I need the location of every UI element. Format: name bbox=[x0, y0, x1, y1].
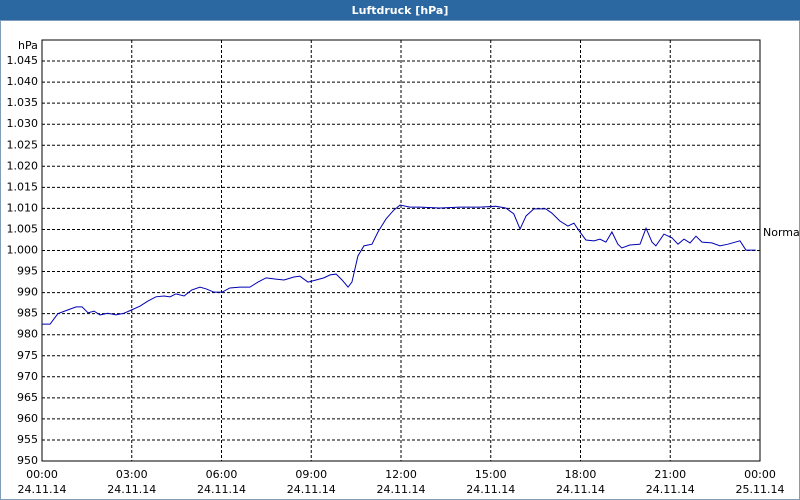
x-tick-label: 12:00 bbox=[385, 468, 417, 481]
x-tick-label: 00:00 bbox=[744, 468, 776, 481]
y-tick-label: 960 bbox=[17, 412, 38, 425]
y-tick-label: 995 bbox=[17, 265, 38, 278]
x-tick-date: 24.11.14 bbox=[18, 483, 67, 496]
title-bar bbox=[0, 0, 800, 20]
y-tick-label: 965 bbox=[17, 391, 38, 404]
y-tick-label: 955 bbox=[17, 433, 38, 446]
y-tick-label: 1.040 bbox=[7, 75, 39, 88]
y-tick-label: 985 bbox=[17, 307, 38, 320]
y-tick-label: 1.015 bbox=[7, 180, 39, 193]
y-tick-label: 1.010 bbox=[7, 201, 39, 214]
x-tick-label: 00:00 bbox=[26, 468, 58, 481]
data-line bbox=[42, 204, 756, 325]
x-tick-label: 21:00 bbox=[654, 468, 686, 481]
x-tick-date: 24.11.14 bbox=[556, 483, 605, 496]
y-unit: hPa bbox=[18, 39, 38, 52]
y-tick-label: 1.020 bbox=[7, 159, 39, 172]
x-tick-date: 24.11.14 bbox=[377, 483, 426, 496]
x-tick-date: 24.11.14 bbox=[197, 483, 246, 496]
y-tick-label: 1.005 bbox=[7, 222, 39, 235]
y-tick-label: 950 bbox=[17, 454, 38, 467]
x-tick-label: 15:00 bbox=[475, 468, 507, 481]
annotation: Normal bbox=[763, 226, 800, 239]
x-tick-date: 24.11.14 bbox=[107, 483, 156, 496]
x-tick-label: 03:00 bbox=[116, 468, 148, 481]
y-tick-label: 1.045 bbox=[7, 54, 39, 67]
x-tick-date: 25.11.14 bbox=[736, 483, 785, 496]
x-tick-label: 18:00 bbox=[565, 468, 597, 481]
y-tick-label: 975 bbox=[17, 349, 38, 362]
x-tick-date: 24.11.14 bbox=[646, 483, 695, 496]
y-tick-label: 1.035 bbox=[7, 96, 39, 109]
y-tick-label: 970 bbox=[17, 370, 38, 383]
chart-title: Luftdruck [hPa] bbox=[352, 4, 449, 17]
x-tick-date: 24.11.14 bbox=[466, 483, 515, 496]
x-tick-date: 24.11.14 bbox=[287, 483, 336, 496]
y-tick-label: 1.030 bbox=[7, 117, 39, 130]
y-tick-label: 990 bbox=[17, 286, 38, 299]
y-tick-label: 980 bbox=[17, 328, 38, 341]
y-tick-label: 1.025 bbox=[7, 138, 39, 151]
x-tick-label: 06:00 bbox=[206, 468, 238, 481]
x-tick-label: 09:00 bbox=[295, 468, 327, 481]
y-tick-label: 1.000 bbox=[7, 244, 39, 257]
